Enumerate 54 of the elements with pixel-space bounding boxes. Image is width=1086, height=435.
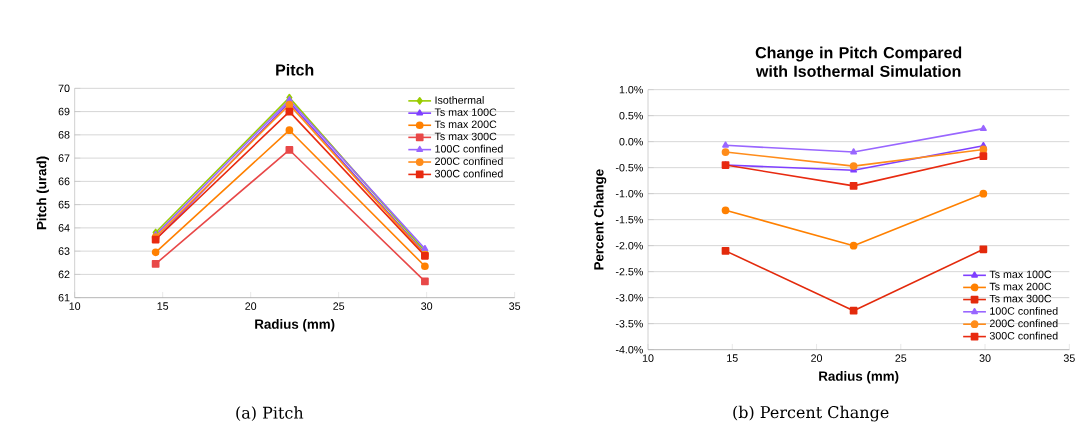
x-tick-label: 25 <box>333 302 345 310</box>
text: (b) Percent Change <box>733 405 889 422</box>
x-tick-label: 15 <box>727 354 738 362</box>
y-tick-label: 62 <box>58 270 70 279</box>
x-tick-label: 15 <box>157 302 169 310</box>
y-tick-label: -4.0% <box>615 345 643 354</box>
y-tick-label: 65 <box>58 200 70 209</box>
legend-label: Ts max 300C <box>989 294 1052 303</box>
y-tick-label: 63 <box>58 247 70 255</box>
y-tick-label: -2.0% <box>615 241 643 250</box>
legend-label: 100C confined <box>435 144 503 153</box>
legend-label: Ts max 100C <box>434 108 497 116</box>
y-tick-label: 61 <box>58 293 70 302</box>
y-tick-label: 70 <box>58 84 70 93</box>
chart-title: Change in Pitch Compared with Isothermal Simulation <box>755 46 962 77</box>
legend-label: 200C confined <box>435 157 503 165</box>
legend-label: Ts max 300C <box>434 132 497 141</box>
x-tick-label: 30 <box>421 302 433 310</box>
y-tick-label: -1.5% <box>615 215 643 224</box>
x-axis-title: Radius (mm) <box>819 371 899 384</box>
y-tick-label: -0.5% <box>615 163 643 172</box>
y-tick-label: 0.5% <box>619 111 643 120</box>
y-tick-label: -2.5% <box>615 267 643 276</box>
y-tick-label: 66 <box>58 177 70 186</box>
legend-label: 300C confined <box>989 331 1058 340</box>
legend-label: 300C confined <box>434 169 503 178</box>
legend-label: Ts max 200C <box>989 282 1052 291</box>
y-tick-label: 68 <box>58 131 70 139</box>
x-tick-label: 35 <box>509 302 521 310</box>
y-axis-title: Percent Change <box>593 169 607 270</box>
legend-label: Isothermal <box>435 96 484 104</box>
y-axis-title: Pitch (urad) <box>36 156 49 230</box>
x-tick-label: 10 <box>69 302 81 310</box>
x-tick-label: 10 <box>642 354 654 362</box>
x-tick-label: 20 <box>245 302 257 310</box>
legend-label: 100C confined <box>990 306 1058 315</box>
y-tick-label: 69 <box>58 107 70 116</box>
x-tick-label: 30 <box>979 354 991 362</box>
y-tick-label: 64 <box>58 224 70 232</box>
x-tick-label: 20 <box>811 354 823 362</box>
legend-label: Ts max 100C <box>989 270 1052 279</box>
y-tick-label: 0.0% <box>619 137 643 146</box>
legend-label: Ts max 200C <box>434 120 497 129</box>
x-axis-title: Radius (mm) <box>255 319 335 332</box>
y-tick-label: -1.0% <box>615 189 643 198</box>
x-tick-label: 25 <box>895 354 907 362</box>
y-tick-label: -3.0% <box>615 293 643 302</box>
y-tick-label: 1.0% <box>619 85 643 94</box>
y-tick-label: -3.5% <box>615 319 643 328</box>
y-tick-label: 67 <box>58 154 70 162</box>
legend-label: 200C confined <box>989 319 1058 328</box>
x-tick-label: 35 <box>1063 354 1075 362</box>
text: (a) Pitch <box>236 406 304 421</box>
chart-title: Pitch <box>276 63 314 76</box>
